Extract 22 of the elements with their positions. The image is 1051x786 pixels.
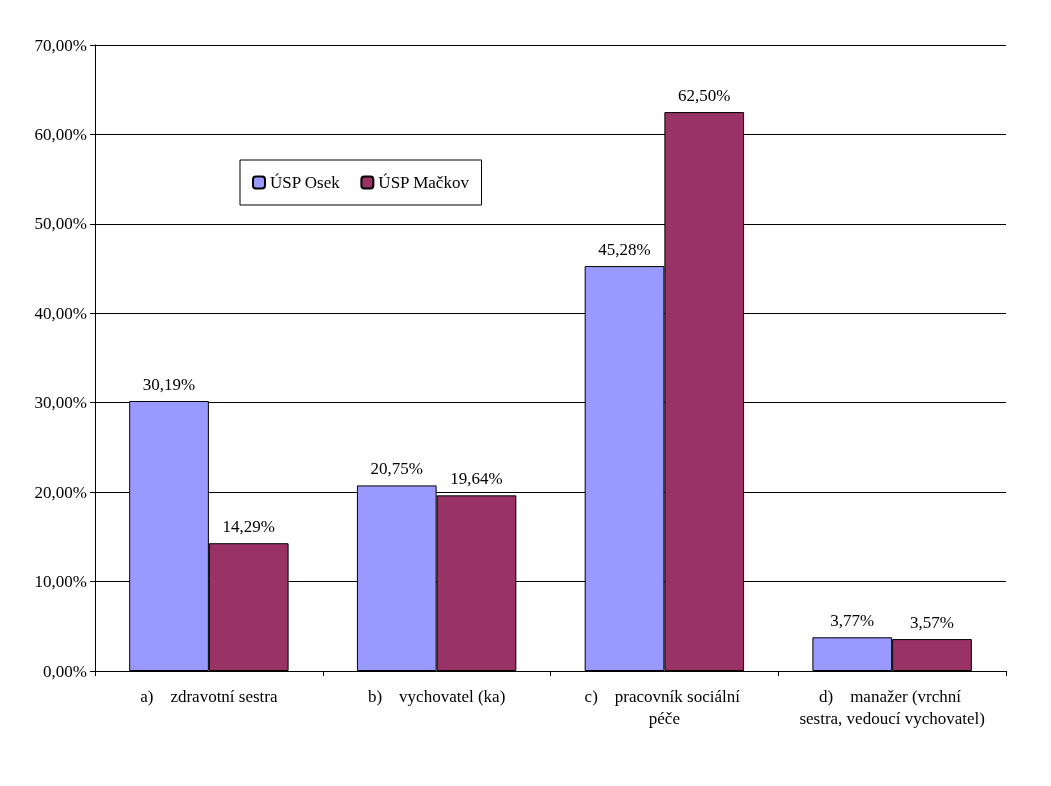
x-tick-label: a) zdravotní sestra xyxy=(140,686,278,706)
x-tick-label: c) pracovník sociální péče xyxy=(584,686,745,728)
data-label: 30,19% xyxy=(142,375,196,395)
data-label: 14,29% xyxy=(222,517,275,537)
legend-label: ÚSP Osek xyxy=(270,173,341,192)
data-label: 3,77% xyxy=(830,611,875,631)
y-tick-label: 50,00% xyxy=(34,214,87,234)
y-tick-label: 0,00% xyxy=(43,661,87,681)
y-tick-label: 70,00% xyxy=(34,35,87,55)
data-label: 62,50% xyxy=(678,86,731,106)
y-tick-label: 10,00% xyxy=(34,572,87,592)
data-label: 3,57% xyxy=(910,613,954,633)
legend-label: ÚSP Mačkov xyxy=(378,173,470,192)
data-label: 45,28% xyxy=(598,240,651,260)
y-tick-label: 20,00% xyxy=(34,482,87,502)
x-tick-label: b) vychovatel (ka) xyxy=(367,686,506,706)
y-tick-label: 30,00% xyxy=(34,393,87,413)
x-tick-label: d) manažer (vrchní sestra, vedoucí vychovatel) xyxy=(799,686,985,728)
data-label: 19,64% xyxy=(450,469,503,489)
y-tick-label: 40,00% xyxy=(34,303,87,323)
data-label: 20,75% xyxy=(370,459,423,479)
y-tick-label: 60,00% xyxy=(34,124,87,144)
